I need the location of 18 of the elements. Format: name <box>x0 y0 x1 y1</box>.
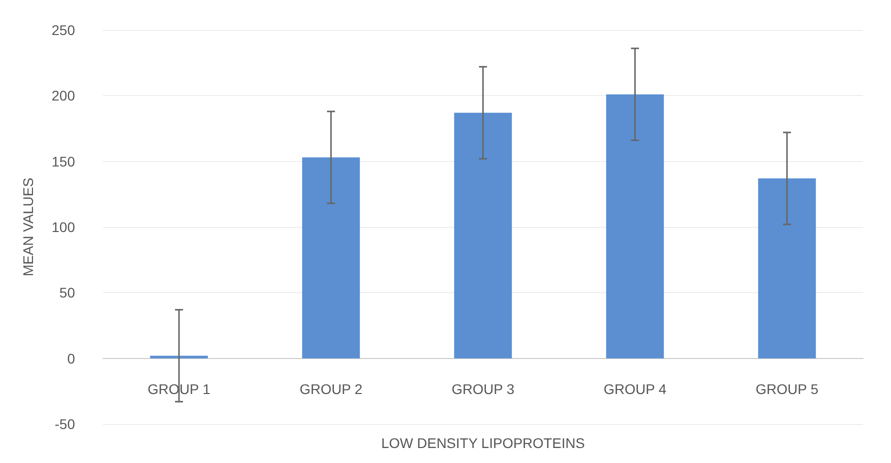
bar <box>302 157 360 358</box>
y-tick-label: -50 <box>54 416 76 432</box>
x-tick-label: GROUP 2 <box>300 381 363 397</box>
bar <box>150 356 208 358</box>
bar <box>758 178 816 358</box>
y-tick-label: 250 <box>52 22 76 38</box>
y-tick-label: 0 <box>67 350 76 366</box>
x-tick-label: GROUP 4 <box>604 381 667 397</box>
y-axis-title: MEAN VALUES <box>20 178 36 276</box>
y-tick-label: 150 <box>52 153 76 170</box>
y-tick-label: 100 <box>52 219 76 235</box>
y-tick-label: 200 <box>52 88 76 104</box>
bar <box>454 112 512 358</box>
bar <box>606 94 664 358</box>
x-tick-label: GROUP 5 <box>756 381 819 397</box>
x-tick-label: GROUP 3 <box>452 381 515 397</box>
x-axis-title: LOW DENSITY LIPOPROTEINS <box>381 435 585 451</box>
y-tick-label: 50 <box>59 284 76 301</box>
